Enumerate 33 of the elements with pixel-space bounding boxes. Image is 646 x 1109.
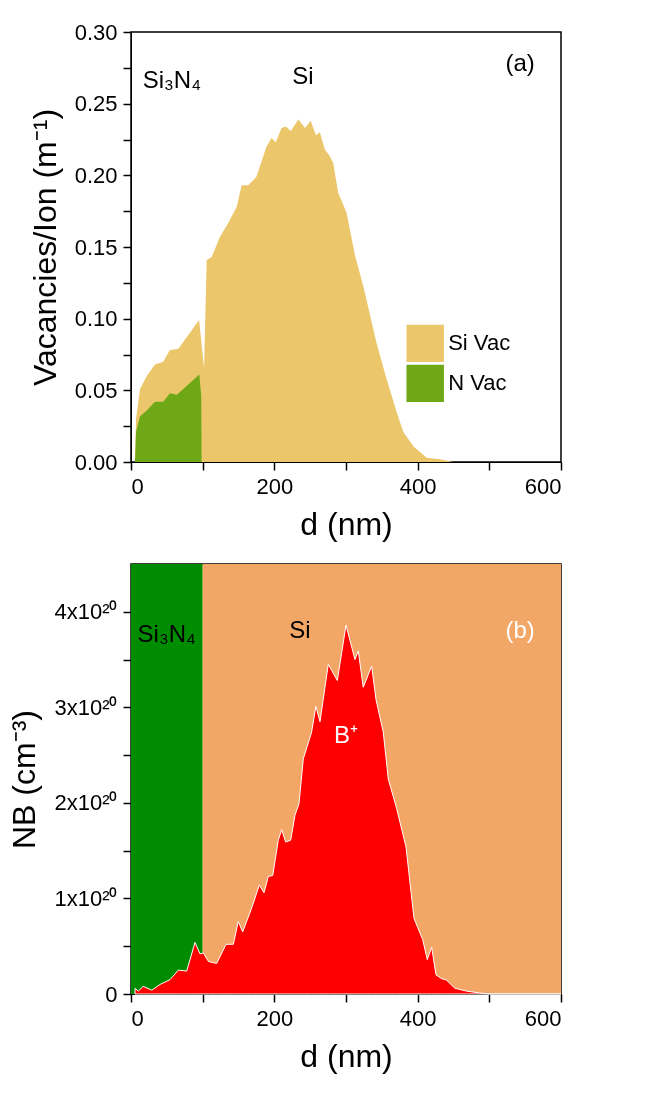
annotation: Si	[289, 615, 311, 643]
x-tick-label: 400	[399, 1005, 437, 1031]
y-tick-label: 3x10²⁰	[54, 694, 118, 720]
y-tick-label: 2x10²⁰	[54, 790, 118, 816]
annotation: (b)	[505, 615, 535, 643]
annotation: Si₃N₄	[142, 66, 201, 94]
x-tick-label: 200	[256, 1005, 294, 1031]
series-label: B⁺	[333, 720, 359, 748]
x-tick-label: 600	[524, 473, 562, 499]
y-tick-label: 0	[105, 981, 118, 1007]
y-tick-label: 4x10²⁰	[54, 599, 118, 625]
x-axis-title: d (nm)	[300, 505, 393, 542]
y-axis-title: NB (cm⁻³)	[6, 710, 43, 849]
legend-label: N Vac	[448, 370, 507, 396]
y-tick-label: 0.20	[74, 162, 118, 188]
annotation: Si₃N₄	[137, 619, 196, 647]
x-tick-label: 200	[256, 473, 294, 499]
x-tick-label: 400	[399, 473, 437, 499]
x-tick-label: 0	[131, 473, 144, 499]
legend-label: Si Vac	[448, 330, 511, 356]
y-axis-title: Vacancies/Ion (m⁻¹)	[26, 108, 63, 387]
y-tick-label: 1x10²⁰	[54, 885, 118, 911]
y-tick-label: 0.15	[74, 234, 118, 260]
x-axis-title: d (nm)	[300, 1037, 393, 1074]
annotation: (a)	[505, 49, 535, 77]
x-tick-label: 600	[524, 1005, 562, 1031]
y-tick-label: 0.10	[74, 306, 118, 332]
y-tick-label: 0.05	[74, 377, 118, 403]
x-tick-label: 0	[131, 1005, 144, 1031]
annotation: Si	[292, 62, 314, 90]
y-tick-label: 0.00	[74, 449, 118, 475]
y-tick-label: 0.30	[74, 19, 118, 45]
y-tick-label: 0.25	[74, 91, 118, 117]
